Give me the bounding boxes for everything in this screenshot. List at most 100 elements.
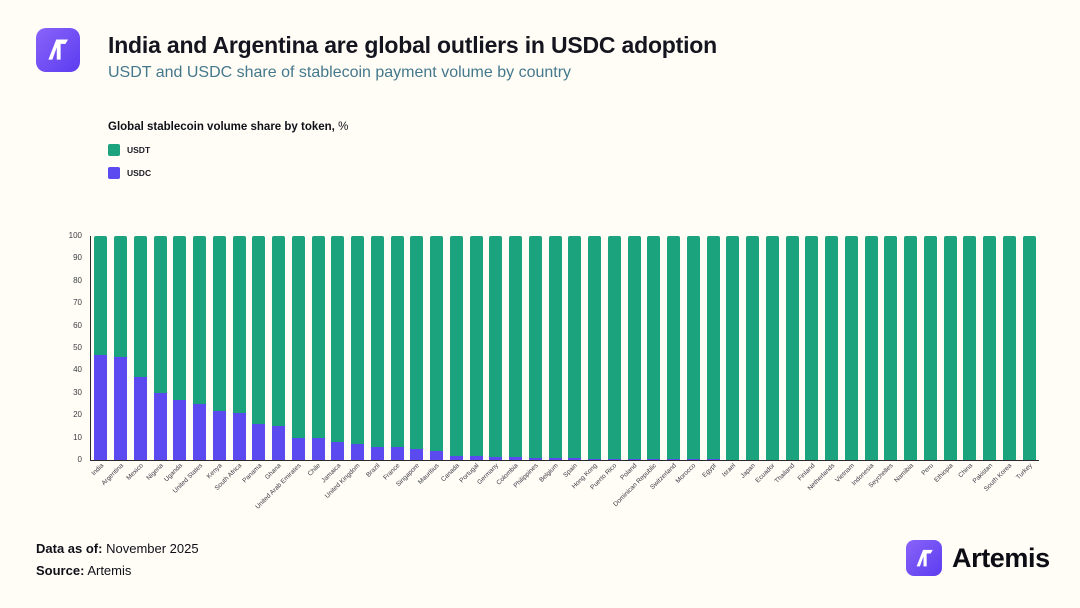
bar-stack (647, 236, 661, 460)
usdt-segment (825, 236, 839, 460)
usdt-segment (706, 236, 720, 460)
x-axis-label: Namibia (893, 462, 915, 485)
usdc-segment (667, 459, 681, 460)
bar-switzerland: Switzerland (649, 236, 684, 491)
bar-kenya: Kenya (206, 236, 230, 480)
bar-united-states: United States (171, 236, 210, 495)
usdc-segment (548, 457, 562, 460)
data-as-of-value: November 2025 (106, 541, 199, 556)
usdc-segment (528, 457, 542, 460)
bar-stack (193, 236, 207, 460)
usdt-segment (726, 236, 740, 460)
bar-stack (94, 236, 108, 460)
bar-namibia: Namibia (893, 236, 921, 484)
usdt-segment (904, 236, 918, 460)
bar-vietnam: Vietnam (834, 236, 862, 484)
legend-title-percent: % (338, 121, 349, 133)
data-as-of: Data as of: November 2025 (36, 541, 199, 556)
source-label: Source: (36, 563, 85, 578)
usdt-segment (153, 236, 167, 393)
bar-stack (844, 236, 858, 460)
y-tick-label: 40 (73, 365, 82, 375)
usdt-segment (410, 236, 424, 449)
artemis-logo-box (36, 28, 80, 72)
y-tick-label: 80 (73, 275, 82, 285)
x-axis-label: Panama (241, 462, 264, 485)
usdc-segment (153, 392, 167, 460)
usdt-segment (686, 236, 700, 460)
bar-brazil: Brazil (365, 236, 388, 479)
bar-stack (864, 236, 878, 460)
usdc-segment (193, 404, 207, 460)
usdt-segment (489, 236, 503, 457)
bar-stack (923, 236, 937, 460)
usdt-segment (785, 236, 799, 460)
bar-seychelles: Seychelles (868, 236, 901, 489)
bar-puerto-rico: Puerto Rico (590, 236, 625, 491)
bar-uganda: Uganda (163, 236, 190, 483)
bar-stack (726, 236, 740, 460)
x-axis-label: Morocco (675, 462, 698, 485)
usdt-segment (509, 236, 523, 458)
bar-dominican-republic: Dominican Republic (612, 236, 664, 508)
bar-morocco: Morocco (675, 236, 704, 485)
usdc-segment (588, 458, 602, 460)
artemis-footer-logo-box (906, 540, 942, 576)
bar-france: France (382, 236, 407, 482)
usdc-segment (252, 424, 266, 460)
bar-stack (252, 236, 266, 460)
bar-stack (153, 236, 167, 460)
usdt-segment (983, 236, 997, 460)
bar-stack (1022, 236, 1036, 460)
usdt-segment (963, 236, 977, 460)
bar-stack (963, 236, 977, 460)
usdc-segment (449, 455, 463, 460)
stacked-bar-chart: India Argentina Mexico Nigeria Uganda United … (90, 236, 1039, 511)
usdc-segment (94, 354, 108, 460)
bar-stack (805, 236, 819, 460)
x-axis-label: Nigeria (144, 462, 165, 482)
bar-pakistan: Pakistan (971, 236, 1000, 485)
y-tick-label: 90 (73, 253, 82, 263)
x-axis-label: Spain (562, 462, 580, 479)
artemis-brand-name: Artemis (952, 542, 1050, 573)
bar-argentina: Argentina (100, 236, 131, 487)
bar-united-kingdom: United Kingdom (324, 236, 368, 500)
usdt-segment (212, 236, 226, 411)
bar-canada: Canada (440, 236, 467, 483)
usdt-segment (370, 236, 384, 447)
bar-turkey: Turkey (1015, 236, 1039, 481)
page-title: India and Argentina are global outliers … (108, 32, 717, 58)
bar-stack (686, 236, 700, 460)
bar-stack (114, 236, 128, 460)
bar-india: India (90, 236, 111, 477)
usdt-segment (805, 236, 819, 460)
usdt-segment (1022, 236, 1036, 460)
bar-stack (410, 236, 424, 460)
bar-hong-kong: Hong Kong (571, 236, 605, 490)
usdt-segment (1002, 236, 1016, 460)
usdt-segment (272, 236, 286, 427)
bar-stack (548, 236, 562, 460)
bar-south-korea: South Korea (983, 236, 1020, 493)
usdt-segment (94, 236, 108, 355)
usdc-segment (370, 446, 384, 460)
bar-stack (390, 236, 404, 460)
usdt-segment (568, 236, 582, 459)
usdt-segment (923, 236, 937, 460)
usdc-segment (173, 399, 187, 460)
bar-stack (627, 236, 641, 460)
bar-stack (291, 236, 305, 460)
usdt-segment (232, 236, 246, 413)
usdt-segment (627, 236, 641, 459)
y-axis-labels: 0 10 20 30 40 50 60 70 80 90 100 (56, 232, 86, 464)
bar-mexico: Mexico (125, 236, 151, 482)
usdt-segment (647, 236, 661, 460)
x-axis-label: Turkey (1014, 462, 1034, 482)
bar-poland: Poland (619, 236, 644, 482)
bar-stack (212, 236, 226, 460)
bar-stack (825, 236, 839, 460)
legend-title: Global stablecoin volume share by token,… (108, 121, 348, 133)
usdc-segment (311, 437, 325, 460)
bar-south-africa: South Africa (214, 236, 249, 492)
